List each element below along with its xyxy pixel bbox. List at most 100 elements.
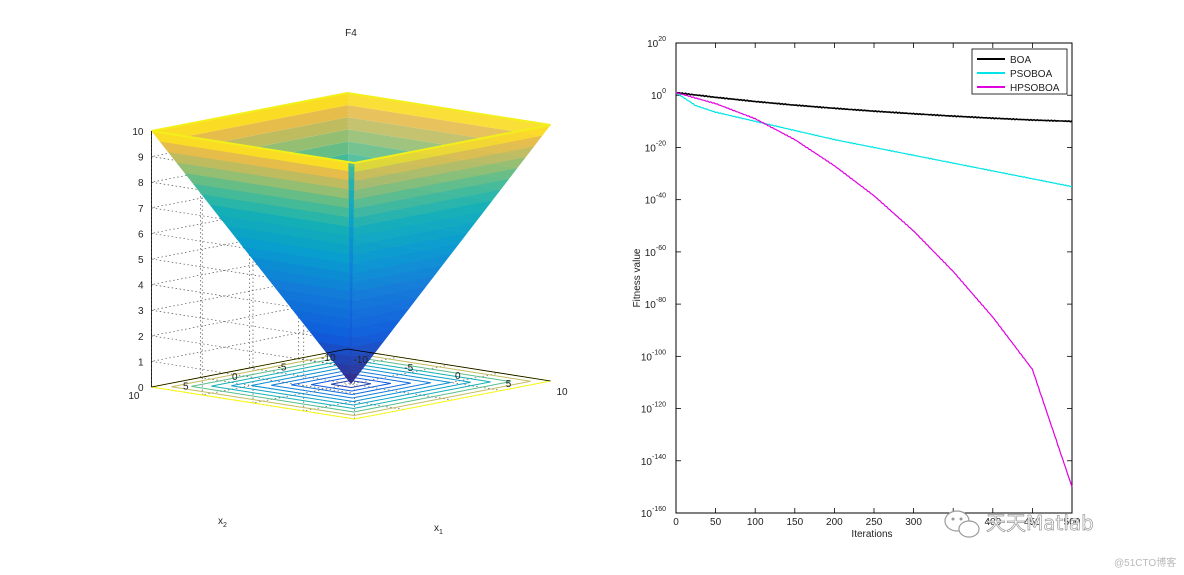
z-tick-label: 7 — [138, 204, 144, 215]
y-tick-label: 10-80 — [645, 297, 666, 311]
surface-band — [176, 162, 355, 200]
x-axis-label: Iterations — [851, 529, 892, 540]
convergence-chart: 050100150200250300350400450500102010010-… — [632, 36, 1081, 540]
x1-tick-label: 10 — [557, 387, 569, 398]
x-tick-label: 200 — [826, 517, 843, 528]
x2-tick-label: -5 — [278, 363, 287, 374]
surface-chart: F4 0 1 2 3 4 5 6 7 8 9 10 -10 -5 0 5 10 -10 -5 0 5 10 x2 x1 — [128, 28, 568, 536]
surface-band — [168, 152, 355, 191]
surface-band — [353, 157, 526, 200]
x-tick-label: 100 — [747, 517, 764, 528]
z-tick-label: 1 — [138, 357, 144, 368]
y-tick-label: 10-40 — [645, 193, 666, 207]
surface-band — [317, 341, 352, 357]
z-tick-label: 8 — [138, 178, 144, 189]
surface-band — [234, 236, 354, 265]
surface-band — [184, 173, 354, 210]
wechat-icon — [944, 510, 980, 538]
surface-band — [201, 194, 354, 228]
surface-band — [259, 268, 353, 292]
x1-tick-label: -5 — [404, 363, 413, 374]
surface-axes: 0 1 2 3 4 5 6 7 8 9 10 -10 -5 0 5 10 -10 -5 0 5 10 — [128, 127, 568, 402]
x-tick-label: 250 — [866, 517, 883, 528]
z-tick-label: 10 — [132, 127, 144, 138]
x2-tick-label: 10 — [128, 391, 140, 402]
x1-axis-label: x1 — [434, 523, 443, 536]
grid-line — [303, 372, 500, 412]
surface-band — [284, 299, 353, 320]
surface-band — [334, 362, 352, 375]
x2-tick-label: 5 — [183, 382, 189, 393]
y-tick-label: 10-20 — [645, 140, 666, 154]
surface-band — [352, 243, 460, 274]
x-tick-label: 150 — [786, 517, 803, 528]
surface-band — [352, 265, 443, 292]
z-tick-label: 2 — [138, 332, 144, 343]
legend: BOA PSOBOA HPSOBOA — [971, 48, 1068, 95]
surface-band — [326, 352, 352, 366]
line-series — [675, 91, 1073, 488]
z-tick-label: 3 — [138, 306, 144, 317]
y-tick-label: 10-60 — [645, 245, 666, 259]
surface-band — [151, 131, 355, 173]
legend-label: BOA — [1010, 55, 1031, 66]
surface-band — [267, 278, 353, 302]
legend-label: HPSOBOA — [1010, 83, 1060, 94]
x-tick-label: 0 — [673, 517, 679, 528]
surface-rim — [151, 91, 551, 165]
floor-axis — [151, 348, 551, 388]
surface-band — [218, 215, 354, 246]
z-tick-label: 9 — [138, 153, 144, 164]
surface-band — [352, 276, 435, 302]
surface-band — [276, 289, 353, 311]
surface-band — [353, 200, 493, 237]
surface-band — [351, 362, 368, 375]
y-axis-label: Fitness value — [632, 248, 643, 307]
grid-line — [151, 323, 355, 394]
surface-band — [351, 351, 376, 366]
surface-band — [292, 310, 353, 329]
x1-tick-label: 5 — [506, 379, 512, 390]
x-tick-label: 300 — [905, 517, 922, 528]
y-tick-label: 10-140 — [641, 454, 666, 468]
z-tick-label: 5 — [138, 255, 144, 266]
z-tick-label: 0 — [138, 383, 144, 394]
legend-label: PSOBOA — [1010, 69, 1053, 80]
surface-band — [151, 93, 348, 142]
surface-band — [159, 141, 355, 182]
surface-band — [193, 183, 354, 219]
surface-band — [353, 222, 476, 256]
watermark: 天天Matlab @51CTO博客 — [944, 510, 1176, 569]
surface-band — [354, 135, 543, 182]
y-tick-label: 100 — [651, 88, 666, 102]
surface-band — [354, 125, 551, 173]
y-tick-label: 10-160 — [641, 506, 666, 520]
surface-chart-title: F4 — [345, 28, 357, 39]
series-line-psoboa — [675, 91, 1072, 188]
y-tick-label: 10-120 — [641, 402, 666, 416]
y-tick-label: 1020 — [647, 36, 666, 50]
surface-band — [351, 319, 401, 338]
surface-band — [351, 330, 393, 348]
surface-band — [352, 286, 426, 311]
surface-band — [226, 225, 354, 256]
x1-tick-label: -10 — [354, 355, 369, 366]
y-tick-label: 10-100 — [641, 349, 666, 363]
surface-band — [353, 211, 484, 246]
surface-band — [351, 373, 360, 384]
surface-band — [251, 257, 353, 283]
grid-line — [151, 297, 355, 369]
surface-band — [242, 246, 353, 274]
series-line-boa — [675, 91, 1073, 123]
surface-band — [354, 146, 534, 191]
grid-line — [252, 364, 450, 404]
z-tick-label: 4 — [138, 281, 144, 292]
x1-tick-label: 0 — [455, 371, 461, 382]
watermark-sub: @51CTO博客 — [1114, 556, 1176, 569]
surface-band — [301, 320, 352, 338]
surface-band — [352, 232, 468, 265]
series-line-hpsoboa — [675, 91, 1073, 488]
surface-band — [353, 189, 501, 228]
watermark-text: 天天Matlab — [986, 511, 1094, 535]
